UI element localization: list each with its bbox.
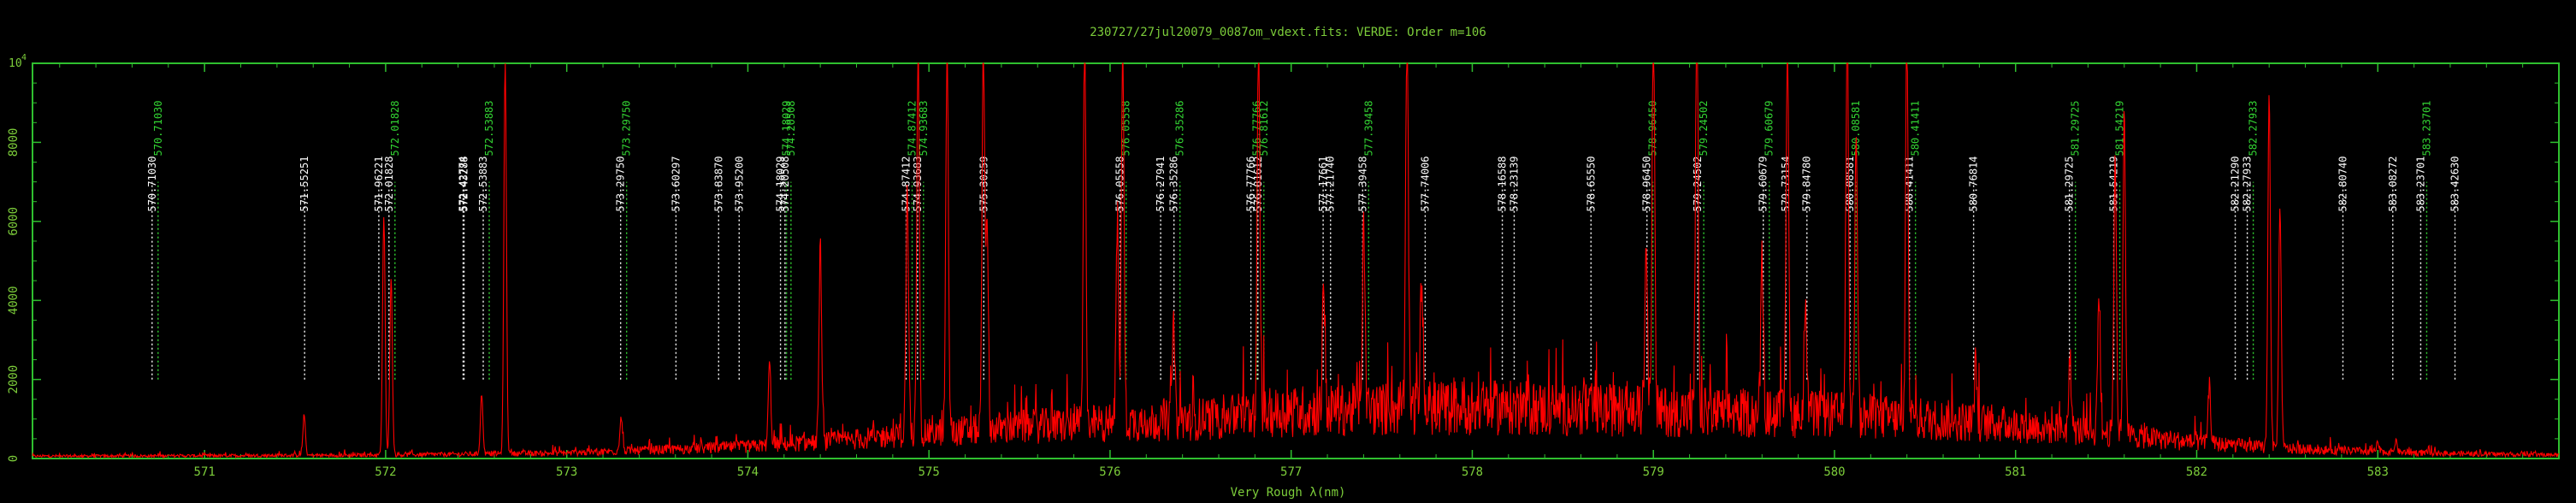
x-tick-label: 575 (919, 465, 940, 479)
line-marker-label: 578.65550 (1585, 156, 1597, 211)
line-marker-label: 580.41411 (1910, 100, 1922, 156)
y-exponent-power: 4 (21, 53, 27, 62)
x-tick-label: 574 (737, 465, 759, 479)
x-tick-label: 583 (2367, 465, 2389, 479)
line-marker-label: 580.08581 (1844, 156, 1856, 211)
line-marker-label: 578.23139 (1508, 156, 1520, 211)
line-marker-label: 575.30259 (978, 156, 990, 211)
line-marker-label: 579.24502 (1692, 156, 1704, 211)
line-marker-label: 578.16588 (1497, 156, 1509, 211)
line-marker-label: 573.95200 (733, 156, 745, 211)
line-marker-label: 576.27941 (1155, 156, 1167, 211)
x-tick-label: 581 (2005, 465, 2026, 479)
line-marker-label: 576.35286 (1168, 156, 1180, 211)
x-tick-label: 578 (1462, 465, 1483, 479)
line-marker-label: 577.39458 (1362, 100, 1374, 156)
line-marker-label: 579.60679 (1758, 156, 1770, 211)
line-marker-label: 576.77766 (1245, 156, 1257, 211)
spectrum-trace (32, 62, 2560, 459)
line-marker-label: 571.96221 (373, 156, 385, 211)
line-marker-label: 578.96450 (1641, 156, 1653, 211)
line-marker-label: 571.55251 (298, 156, 310, 211)
line-marker-label: 577.74006 (1419, 156, 1431, 211)
line-marker-label: 576.81612 (1258, 100, 1270, 156)
line-marker-label: 577.39458 (1356, 156, 1368, 211)
line-marker-label: 581.54219 (2108, 156, 2120, 211)
line-marker-label: 581.29725 (2064, 156, 2076, 211)
line-marker-label: 576.05558 (1114, 156, 1126, 211)
line-marker-label: 581.29725 (2070, 100, 2082, 156)
line-marker-label: 574.93683 (918, 100, 930, 156)
line-marker-label: 578.96450 (1647, 100, 1659, 156)
line-marker-label: 576.35286 (1174, 100, 1186, 156)
line-marker-label: 582.80740 (2337, 156, 2349, 211)
x-tick-label: 577 (1280, 465, 1302, 479)
line-marker-label: 574.93683 (912, 156, 924, 211)
line-marker-label: 583.42630 (2449, 156, 2461, 211)
x-tick-label: 576 (1099, 465, 1120, 479)
chart-title: 230727/27jul20079_0087om_vdext.fits: VER… (1090, 26, 1486, 39)
x-tick-label: 582 (2186, 465, 2207, 479)
y-tick-label: 0 (7, 455, 21, 462)
line-marker-label: 580.76814 (1968, 156, 1980, 211)
line-marker-label: 574.20508 (785, 100, 797, 156)
line-marker-label: 576.81612 (1252, 156, 1264, 211)
x-tick-label: 580 (1823, 465, 1845, 479)
line-marker-label: 573.83870 (712, 156, 724, 211)
x-tick-label: 572 (375, 465, 396, 479)
line-marker-label: 574.87412 (901, 156, 913, 211)
y-exponent-base: 10 (9, 57, 22, 70)
y-tick-label: 2000 (7, 365, 21, 394)
line-marker-label: 573.29750 (615, 156, 627, 211)
x-tick-label: 579 (1643, 465, 1664, 479)
line-marker-label: 572.43288 (458, 156, 470, 211)
line-marker-label: 581.54219 (2114, 100, 2126, 156)
line-marker-label: 580.41411 (1904, 156, 1916, 211)
line-marker-label: 583.08272 (2387, 156, 2399, 211)
y-tick-label: 8000 (7, 128, 21, 157)
x-tick-label: 573 (556, 465, 577, 479)
line-marker-label: 574.87412 (907, 100, 919, 156)
line-marker-label: 574.18029 (781, 100, 793, 156)
line-marker-label: 579.24502 (1698, 100, 1710, 156)
line-marker-label: 574.20508 (779, 156, 791, 211)
line-marker-label: 579.60679 (1764, 100, 1775, 156)
line-marker-label: 573.29750 (621, 100, 633, 156)
y-tick-label: 6000 (7, 207, 21, 236)
line-marker-label: 583.23701 (2414, 156, 2426, 211)
line-marker-label: 572.53883 (477, 156, 489, 211)
line-marker-label: 572.01828 (389, 100, 401, 156)
line-marker-label: 572.42774 (458, 156, 470, 211)
line-marker-label: 570.71030 (152, 100, 164, 156)
line-marker-label: 573.60297 (670, 156, 682, 211)
line-marker-label: 580.08581 (1850, 100, 1862, 156)
line-marker-label: 582.27933 (2248, 100, 2260, 156)
line-marker-label: 572.53883 (483, 100, 495, 156)
line-marker-label: 583.23701 (2420, 100, 2432, 156)
x-axis-label: Very Rough λ(nm) (1230, 486, 1346, 500)
line-marker-label: 579.84780 (1801, 156, 1813, 211)
line-marker-label: 570.71030 (146, 156, 158, 211)
line-marker-label: 577.17661 (1317, 156, 1329, 211)
line-marker-label: 577.21740 (1325, 156, 1337, 211)
line-marker-label: 582.21290 (2230, 156, 2242, 211)
y-tick-label: 4000 (7, 286, 21, 315)
line-marker-label: 582.27933 (2242, 156, 2254, 211)
line-marker-label: 572.01828 (383, 156, 395, 211)
line-marker-label: 574.18029 (775, 156, 787, 211)
x-tick-label: 571 (194, 465, 216, 479)
